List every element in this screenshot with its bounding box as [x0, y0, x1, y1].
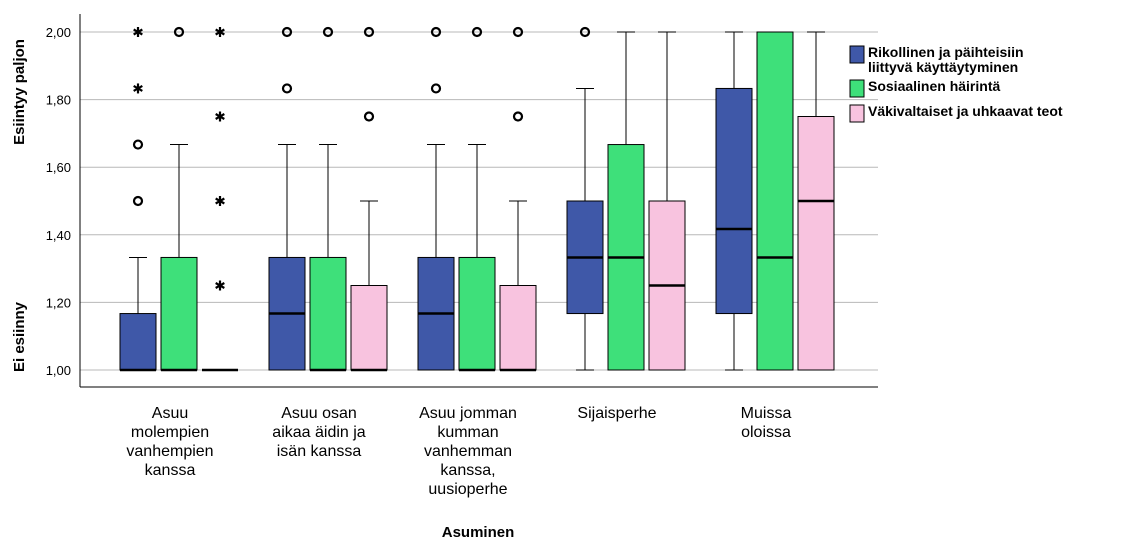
outlier-circle [512, 26, 524, 38]
box-iqr [499, 285, 537, 371]
legend-item: Sosiaalinen häirintä [849, 78, 1000, 98]
legend-swatch [849, 104, 865, 123]
legend-swatch [849, 79, 865, 98]
y-axis-title-bottom: Ei esiinny [11, 301, 28, 372]
outlier-circle [132, 139, 144, 150]
box [756, 31, 794, 371]
outlier-star [133, 27, 143, 37]
box [202, 27, 238, 372]
legend-item: Väkivaltaiset ja uhkaavat teot [849, 103, 1063, 123]
outlier-circle [430, 83, 442, 94]
outlier-star [215, 196, 225, 206]
box-iqr [160, 256, 198, 371]
legend: Rikollinen ja päihteisiin liittyvä käyttä… [849, 44, 1063, 123]
box-iqr [715, 87, 753, 315]
outlier-circle [173, 26, 185, 38]
y-tick-label: 1,80 [46, 93, 71, 108]
x-axis-title: Asuminen [442, 524, 515, 541]
outlier-star [215, 280, 225, 291]
plot-area [119, 26, 835, 372]
x-category-label: Sijaisperhe [577, 405, 656, 422]
x-category-label: Asuu molempien vanhempien kanssa [126, 405, 213, 479]
x-category-label: Asuu jomman kumman vanhemman kanssa, uusiope… [419, 405, 517, 498]
outlier-circle [281, 83, 293, 94]
outlier-circle [512, 111, 524, 122]
outlier-star [133, 83, 143, 94]
x-category-label: Asuu osan aikaa äidin ja isän kanssa [272, 405, 366, 460]
box [350, 26, 388, 372]
box-iqr [797, 116, 835, 371]
legend-label: Sosiaalinen häirintä [868, 78, 1000, 94]
box-iqr [309, 256, 347, 371]
legend-label: Väkivaltaiset ja uhkaavat teot [868, 103, 1063, 119]
box [499, 26, 537, 372]
box-iqr [350, 285, 388, 371]
outlier-circle [132, 195, 144, 207]
outlier-circle [430, 26, 442, 38]
outlier-circle [579, 26, 591, 38]
outlier-circle [363, 26, 375, 38]
legend-label: Rikollinen ja päihteisiin liittyvä käyttä… [868, 44, 1024, 75]
y-tick-label: 1,60 [46, 160, 71, 175]
outlier-circle [322, 26, 334, 38]
box-iqr [756, 31, 794, 371]
legend-swatch [849, 45, 865, 64]
outlier-circle [363, 111, 375, 122]
box [797, 31, 835, 371]
legend-item: Rikollinen ja päihteisiin liittyvä käyttä… [849, 44, 1024, 75]
box [119, 27, 157, 372]
outlier-circle [471, 26, 483, 38]
outlier-circle [281, 26, 293, 38]
y-tick-label: 1,20 [46, 295, 71, 310]
box [458, 26, 496, 372]
y-tick-label: 2,00 [46, 25, 71, 40]
y-tick-label: 1,00 [46, 363, 71, 378]
outlier-star [215, 27, 225, 37]
box [268, 26, 306, 371]
box [160, 26, 198, 372]
box [607, 31, 645, 371]
box [715, 31, 753, 371]
box [566, 26, 604, 371]
box [648, 31, 686, 371]
y-tick-label: 1,40 [46, 228, 71, 243]
outlier-star [215, 111, 225, 122]
gridlines [80, 31, 878, 371]
box-iqr [458, 256, 496, 371]
box [309, 26, 347, 372]
axes: 1,00 1,20 1,40 1,60 1,80 2,00 Asuu molempien van… [46, 14, 878, 498]
box [417, 26, 455, 371]
box-iqr [119, 313, 157, 371]
x-category-label: Muissa oloissa [741, 405, 792, 441]
y-axis-title-top: Esiintyy paljon [11, 39, 28, 145]
